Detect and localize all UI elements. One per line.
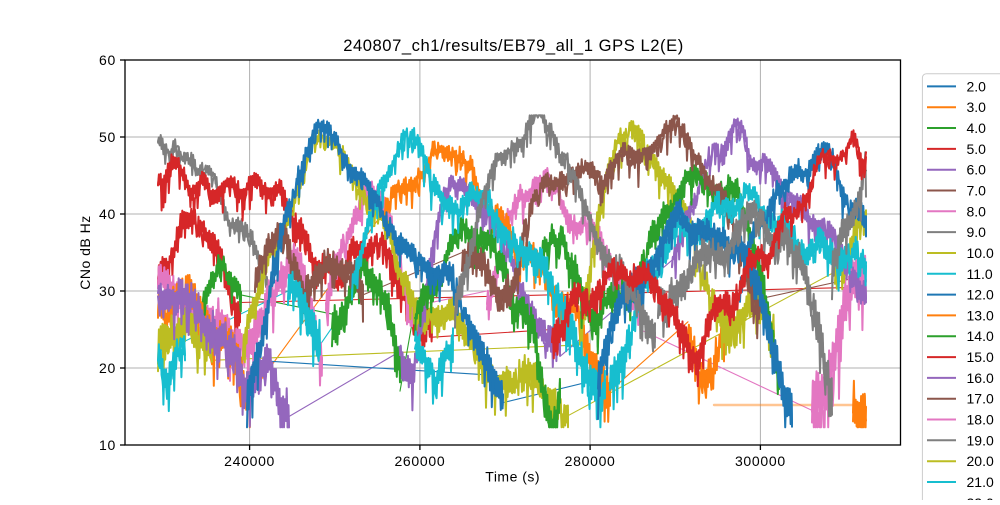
svg-text:22.0: 22.0 [967,495,994,500]
svg-text:17.0: 17.0 [967,391,994,407]
svg-text:40: 40 [99,206,116,222]
svg-text:6.0: 6.0 [967,162,987,178]
svg-text:15.0: 15.0 [967,349,994,365]
svg-text:20.0: 20.0 [967,453,994,469]
svg-text:300000: 300000 [735,453,786,469]
svg-text:7.0: 7.0 [967,183,987,199]
svg-text:10.0: 10.0 [967,245,994,261]
svg-text:Time (s): Time (s) [485,469,540,485]
svg-text:4.0: 4.0 [967,120,987,136]
svg-text:240807_ch1/results/EB79_all_1: 240807_ch1/results/EB79_all_1 GPS L2(E) [343,36,684,55]
svg-text:30: 30 [99,283,116,299]
svg-text:19.0: 19.0 [967,432,994,448]
svg-text:260000: 260000 [394,453,445,469]
svg-text:21.0: 21.0 [967,474,994,490]
svg-text:280000: 280000 [565,453,616,469]
svg-text:16.0: 16.0 [967,370,994,386]
svg-text:2.0: 2.0 [967,78,987,94]
svg-text:20: 20 [99,360,116,376]
svg-text:8.0: 8.0 [967,203,987,219]
svg-text:11.0: 11.0 [967,266,993,282]
svg-text:10: 10 [99,437,116,453]
svg-text:50: 50 [99,129,116,145]
svg-text:9.0: 9.0 [967,224,987,240]
svg-text:60: 60 [99,52,116,68]
svg-text:13.0: 13.0 [967,307,994,323]
svg-text:18.0: 18.0 [967,412,994,428]
svg-text:14.0: 14.0 [967,328,994,344]
svg-text:3.0: 3.0 [967,99,987,115]
svg-text:CNo dB Hz: CNo dB Hz [77,215,93,290]
svg-text:5.0: 5.0 [967,141,987,157]
svg-text:12.0: 12.0 [967,287,994,303]
svg-text:240000: 240000 [224,453,275,469]
